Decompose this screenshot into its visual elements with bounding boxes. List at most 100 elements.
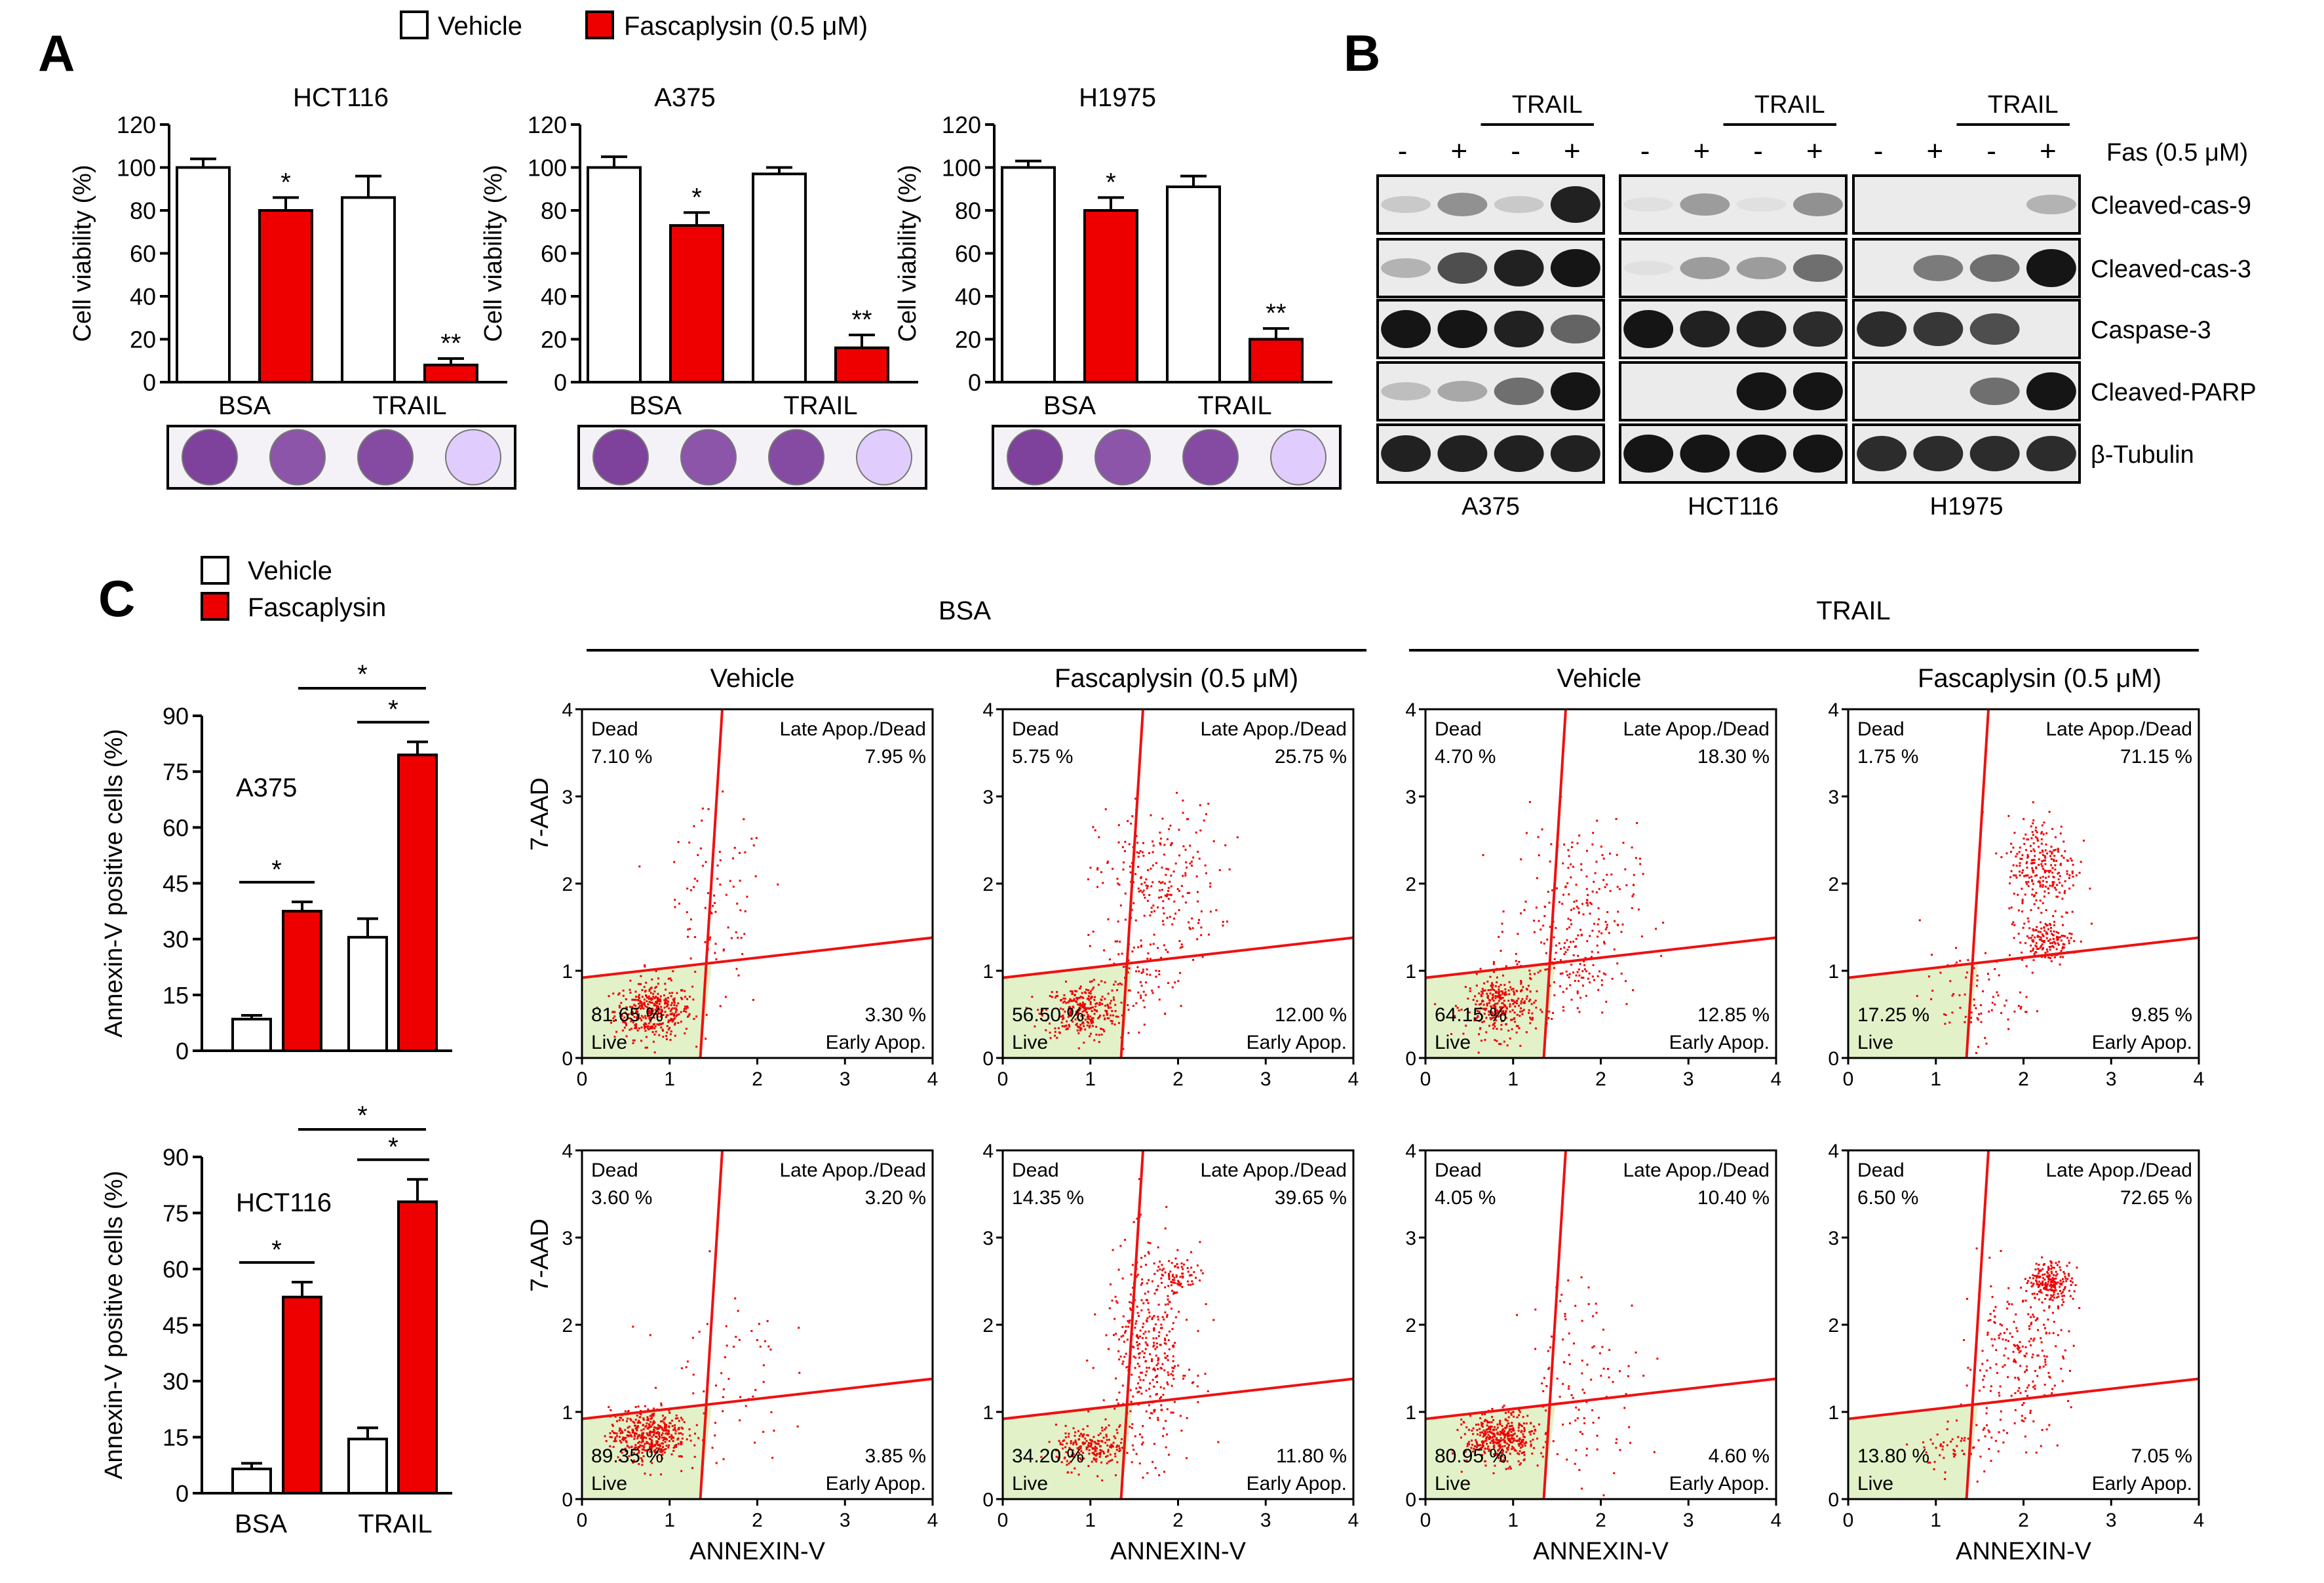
flow-event-dot [1499, 1014, 1501, 1017]
flow-event-dot [1598, 930, 1600, 933]
flow-event-dot [1589, 901, 1591, 904]
flow-event-dot [1123, 1356, 1126, 1358]
flow-event-dot [650, 1441, 653, 1444]
flow-event-dot [646, 1433, 649, 1436]
flow-event-dot [661, 1010, 663, 1013]
flow-event-dot [654, 1443, 657, 1446]
flow-event-dot [1520, 988, 1523, 991]
flow-event-dot [1583, 1422, 1586, 1424]
flow-event-dot [1486, 1002, 1488, 1005]
flow-event-dot [1588, 972, 1591, 975]
flow-event-dot [1521, 1444, 1524, 1447]
flow-event-dot [1517, 1426, 1520, 1429]
flow-event-dot [1491, 986, 1494, 988]
flow-event-dot [1581, 933, 1583, 936]
flow-event-dot [667, 1433, 669, 1436]
flow-event-dot [1136, 1347, 1139, 1350]
x-category-label: TRAIL [372, 391, 446, 420]
flow-event-dot [1503, 994, 1506, 996]
flow-event-dot [2068, 939, 2070, 942]
flow-event-dot [661, 1432, 664, 1435]
flow-event-dot [1570, 923, 1573, 926]
flow-event-dot [659, 1023, 662, 1026]
flow-event-dot [1165, 1420, 1167, 1422]
flow-event-dot [1495, 1019, 1498, 1022]
flow-event-dot [2078, 1307, 2081, 1310]
flow-event-dot [1565, 987, 1568, 990]
flow-event-dot [1086, 1425, 1089, 1428]
flow-event-dot [1518, 1424, 1520, 1426]
flow-event-dot [1954, 1454, 1956, 1456]
bar [834, 346, 889, 383]
flow-event-dot [1218, 869, 1221, 871]
flow-event-dot [2025, 881, 2028, 884]
flow-event-dot [1611, 977, 1614, 980]
flow-event-dot [1097, 1017, 1100, 1019]
flow-event-dot [2030, 825, 2032, 828]
flow-event-dot [1112, 1014, 1114, 1017]
flow-event-dot [1067, 1436, 1070, 1438]
flow-event-dot [1090, 1020, 1093, 1023]
flow-event-dot [659, 1436, 661, 1438]
flow-event-dot [1068, 1432, 1070, 1435]
flow-event-dot [1167, 1359, 1169, 1361]
flow-event-dot [2046, 924, 2049, 927]
flow-event-dot [621, 1448, 623, 1451]
flow-event-dot [2043, 871, 2046, 874]
flow-event-dot [1992, 1310, 1995, 1312]
y-tick-label: 0 [982, 1048, 994, 1070]
flow-event-dot [649, 1474, 652, 1476]
flow-event-dot [661, 1008, 663, 1011]
flow-event-dot [657, 1008, 659, 1011]
flow-event-dot [1093, 1013, 1096, 1015]
flow-event-dot [625, 998, 627, 1000]
flow-event-dot [1536, 877, 1538, 880]
flow-event-dot [630, 1027, 633, 1030]
flow-event-dot [1578, 1469, 1581, 1472]
flow-event-dot [2063, 1300, 2065, 1303]
flow-event-dot [2052, 946, 2055, 948]
flow-event-dot [1164, 1311, 1167, 1314]
flow-event-dot [2005, 852, 2008, 855]
flow-event-dot [1118, 1338, 1121, 1340]
blot-band [1494, 435, 1544, 472]
flow-event-dot [1137, 888, 1140, 890]
flow-event-dot [1519, 1045, 1522, 1047]
flow-event-dot [1507, 1431, 1510, 1434]
flow-event-dot [1559, 985, 1561, 988]
flow-event-dot [1460, 1470, 1463, 1473]
flow-event-dot [1494, 995, 1497, 998]
flow-event-dot [737, 974, 740, 977]
flow-event-dot [1516, 1000, 1519, 1002]
flow-event-dot [638, 994, 640, 996]
flow-event-dot [1946, 1444, 1948, 1447]
blot-band [1680, 311, 1730, 347]
flow-event-dot [1515, 1439, 1517, 1442]
flow-event-dot [1507, 1449, 1509, 1451]
flow-event-dot [656, 1451, 659, 1453]
flow-event-dot [1510, 1413, 1513, 1416]
flow-event-dot [651, 1440, 653, 1443]
flow-event-dot [1600, 846, 1602, 848]
flow-event-dot [2030, 1306, 2032, 1308]
flow-event-dot [2042, 1365, 2045, 1368]
flow-event-dot [1493, 1016, 1496, 1019]
flow-event-dot [1581, 985, 1584, 987]
flow-event-dot [678, 1420, 680, 1422]
flow-event-dot [1070, 1440, 1072, 1443]
flow-event-dot [1188, 891, 1191, 894]
flow-event-dot [2043, 1323, 2045, 1326]
flow-event-dot [1084, 1007, 1087, 1009]
flow-event-dot [1462, 1032, 1465, 1035]
flow-event-dot [2056, 1444, 2059, 1447]
blot-band [1381, 258, 1431, 278]
plate-well [680, 429, 737, 486]
flow-event-dot [2039, 884, 2042, 886]
flow-event-dot [1110, 1446, 1113, 1449]
flow-event-dot [1177, 980, 1180, 983]
flow-event-dot [634, 1011, 637, 1013]
flow-event-dot [641, 996, 644, 998]
flow-event-dot [1518, 1444, 1520, 1447]
flow-event-dot [1096, 868, 1099, 870]
flow-event-dot [2034, 936, 2036, 939]
